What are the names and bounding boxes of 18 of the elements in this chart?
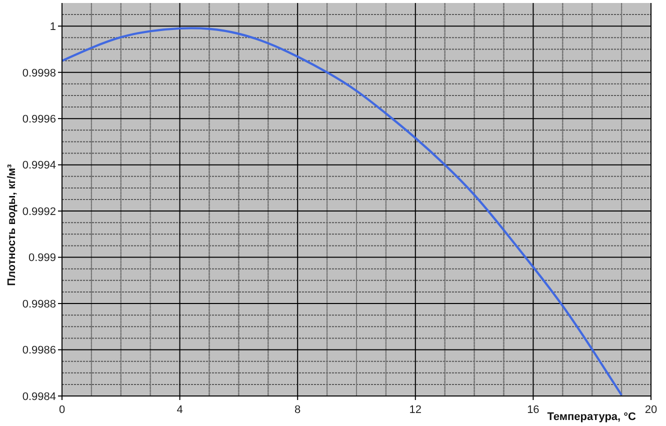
y-tick-label: 0.999 <box>28 252 56 264</box>
y-tick-label: 0.9994 <box>22 160 56 172</box>
x-tick-label: 20 <box>644 404 658 416</box>
x-tick-label: 16 <box>527 404 540 416</box>
y-tick-label: 0.9988 <box>22 298 56 310</box>
x-tick-label: 12 <box>409 404 422 416</box>
y-tick-label: 0.9998 <box>22 67 56 80</box>
y-tick-label: 0.9996 <box>22 113 56 126</box>
y-axis-title: Плотность воды, кг/м³ <box>6 164 18 286</box>
x-axis-title: Температура, °C <box>547 411 636 423</box>
x-tick-label: 0 <box>58 404 66 416</box>
x-tick-label: 8 <box>294 404 301 416</box>
y-tick-label: 0.9986 <box>22 344 56 357</box>
x-tick-label: 4 <box>176 404 183 416</box>
line-series <box>62 27 623 396</box>
y-tick-label: 0.9992 <box>22 206 56 218</box>
y-tick-label: 0.9984 <box>22 390 56 403</box>
y-tick-label: 1 <box>50 21 56 34</box>
